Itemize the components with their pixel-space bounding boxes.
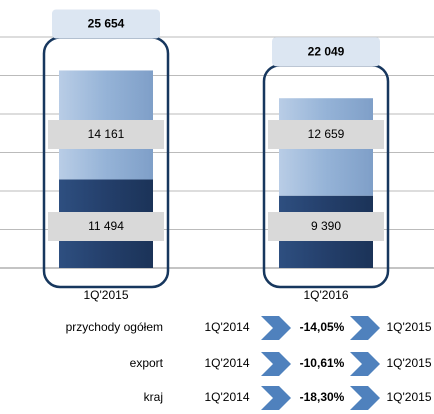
row-change: -14,05%	[300, 320, 345, 334]
arrow	[350, 352, 380, 376]
row-from: 1Q'2014	[205, 320, 250, 334]
value-label: 9 390	[311, 219, 341, 233]
value-label: 11 494	[88, 219, 124, 233]
value-label-box	[48, 120, 164, 149]
total-label: 25 654	[88, 17, 125, 31]
x-tick-label: 1Q'2015	[84, 288, 129, 302]
x-tick-label: 1Q'2016	[304, 288, 349, 302]
value-label-box	[268, 120, 384, 149]
row-to: 1Q'2015	[387, 320, 432, 334]
row-from: 1Q'2014	[205, 356, 250, 370]
value-label: 14 161	[88, 127, 125, 141]
arrow	[261, 386, 291, 410]
value-label-box	[48, 212, 164, 241]
total-label: 22 049	[308, 44, 345, 58]
row-to: 1Q'2015	[387, 390, 432, 404]
total-box	[52, 9, 160, 39]
arrow	[261, 352, 291, 376]
row-label: kraj	[144, 390, 163, 404]
row-change: -10,61%	[300, 356, 345, 370]
row-change: -18,30%	[300, 390, 345, 404]
value-label: 12 659	[308, 127, 345, 141]
arrow	[261, 316, 291, 340]
value-label-box	[268, 212, 384, 241]
row-label: export	[130, 356, 164, 370]
row-to: 1Q'2015	[387, 356, 432, 370]
arrow	[350, 386, 380, 410]
arrow	[350, 316, 380, 340]
row-label: przychody ogółem	[66, 320, 163, 334]
row-from: 1Q'2014	[205, 390, 250, 404]
total-box	[272, 37, 380, 67]
